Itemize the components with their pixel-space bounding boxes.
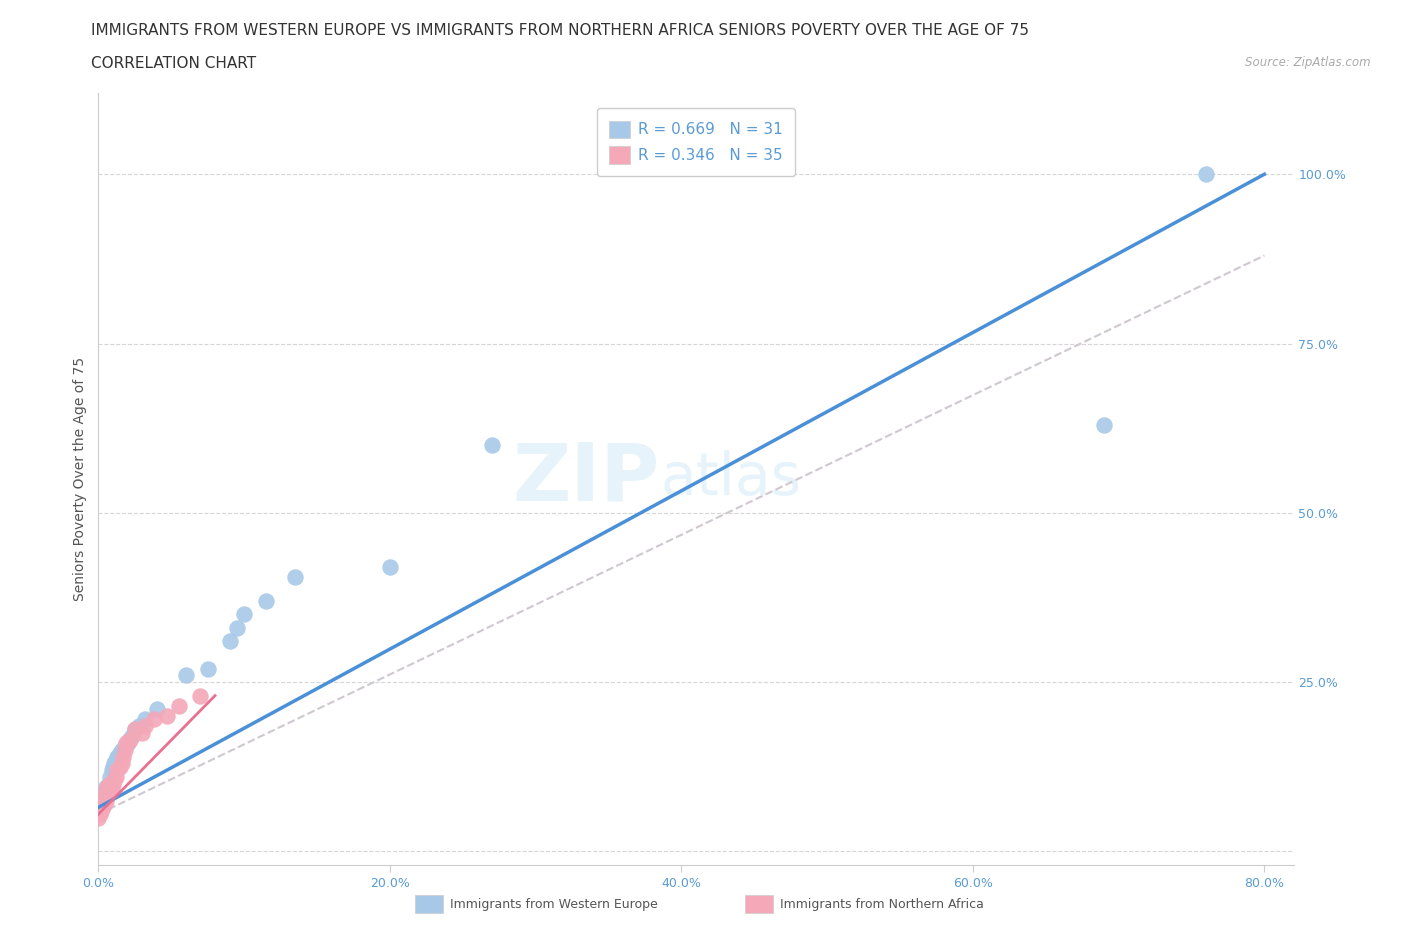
Point	[87, 810, 110, 825]
Point	[105, 750, 128, 764]
Point	[174, 668, 197, 683]
Point	[145, 702, 167, 717]
Point	[156, 709, 179, 724]
Text: Immigrants from Northern Africa: Immigrants from Northern Africa	[780, 898, 984, 911]
Point	[117, 736, 139, 751]
Point	[197, 661, 219, 676]
Point	[167, 698, 190, 713]
Point	[114, 739, 136, 754]
Point	[98, 769, 121, 784]
Point	[94, 779, 117, 794]
Point	[118, 732, 141, 747]
Point	[481, 438, 503, 453]
Point	[114, 742, 136, 757]
Point	[128, 719, 150, 734]
Point	[233, 607, 256, 622]
Point	[90, 796, 112, 811]
Point	[112, 750, 135, 764]
Text: CORRELATION CHART: CORRELATION CHART	[91, 56, 256, 71]
Point	[103, 773, 125, 788]
Point	[93, 790, 115, 804]
Point	[104, 752, 127, 767]
Text: Source: ZipAtlas.com: Source: ZipAtlas.com	[1246, 56, 1371, 69]
Point	[103, 756, 125, 771]
Point	[101, 759, 124, 774]
Point	[105, 763, 128, 777]
Point	[110, 759, 132, 774]
Point	[97, 777, 120, 791]
Point	[190, 688, 212, 703]
Point	[131, 725, 153, 740]
Point	[91, 793, 114, 808]
Point	[142, 711, 165, 726]
Text: atlas: atlas	[661, 450, 801, 508]
Text: IMMIGRANTS FROM WESTERN EUROPE VS IMMIGRANTS FROM NORTHERN AFRICA SENIORS POVERT: IMMIGRANTS FROM WESTERN EUROPE VS IMMIGR…	[91, 23, 1029, 38]
Point	[111, 756, 134, 771]
Point	[104, 769, 127, 784]
Point	[124, 722, 146, 737]
Point	[89, 806, 111, 821]
Text: Immigrants from Western Europe: Immigrants from Western Europe	[450, 898, 658, 911]
Point	[134, 719, 156, 734]
Point	[96, 779, 118, 794]
Point	[98, 783, 121, 798]
Point	[100, 779, 122, 794]
Point	[225, 620, 247, 635]
Point	[98, 777, 121, 791]
Point	[120, 732, 142, 747]
Point	[1195, 166, 1218, 181]
Point	[94, 793, 117, 808]
Legend: R = 0.669   N = 31, R = 0.346   N = 35: R = 0.669 N = 31, R = 0.346 N = 35	[598, 109, 794, 176]
Point	[100, 763, 122, 777]
Point	[94, 783, 117, 798]
Point	[108, 750, 131, 764]
Point	[111, 742, 134, 757]
Point	[96, 787, 118, 802]
Point	[91, 800, 114, 815]
Point	[91, 787, 114, 802]
Point	[254, 593, 277, 608]
Point	[284, 570, 307, 585]
Point	[93, 796, 115, 811]
Point	[115, 736, 138, 751]
Point	[1092, 418, 1115, 432]
Point	[218, 634, 240, 649]
Point	[134, 711, 156, 726]
Y-axis label: Seniors Poverty Over the Age of 75: Seniors Poverty Over the Age of 75	[73, 357, 87, 601]
Point	[94, 789, 117, 804]
Point	[97, 779, 120, 794]
Point	[121, 729, 143, 744]
Point	[101, 777, 124, 791]
Point	[97, 784, 120, 799]
Point	[378, 560, 401, 575]
Point	[124, 722, 146, 737]
Text: ZIP: ZIP	[513, 440, 661, 518]
Point	[90, 804, 112, 818]
Point	[110, 746, 132, 761]
